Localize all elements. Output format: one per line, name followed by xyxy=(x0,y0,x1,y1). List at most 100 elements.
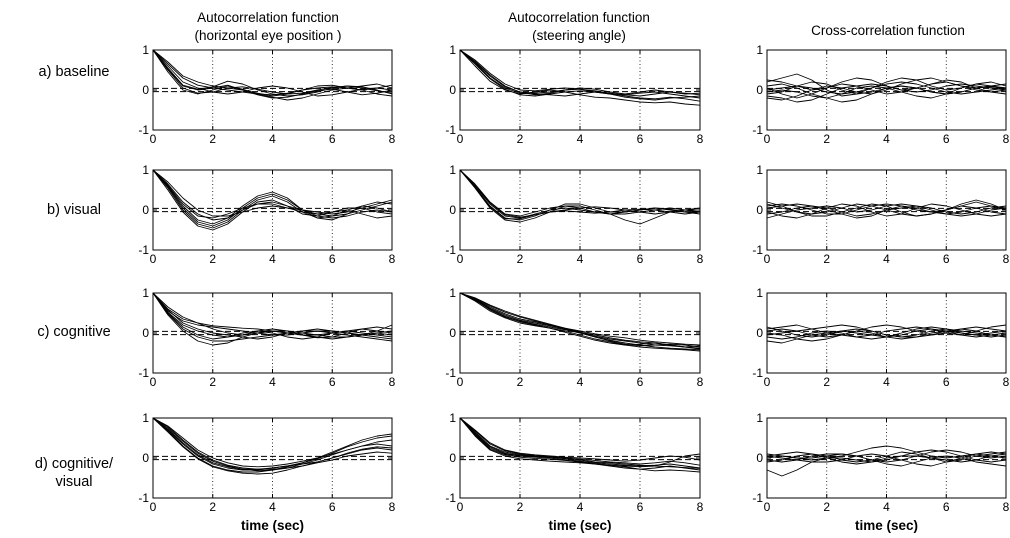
series-line xyxy=(766,203,1007,219)
subplot-panel: 0 2 4 6 8-101 xyxy=(445,43,703,146)
x-tick-label: 4 xyxy=(883,252,890,266)
x-tick-label: 0 xyxy=(150,132,157,146)
y-tick-label: -1 xyxy=(138,123,149,137)
x-tick-label: 4 xyxy=(269,252,276,266)
y-tick-label: 0 xyxy=(449,203,456,217)
row-label: visual xyxy=(55,474,92,490)
x-tick-label: 0 xyxy=(457,132,464,146)
y-tick-label: 1 xyxy=(449,286,456,300)
column-title: Autocorrelation function xyxy=(508,10,650,25)
x-axis-label: time (sec) xyxy=(855,518,918,533)
x-tick-label: 2 xyxy=(517,252,524,266)
x-tick-label: 0 xyxy=(457,252,464,266)
x-tick-label: 2 xyxy=(209,500,216,514)
x-tick-label: 6 xyxy=(637,375,644,389)
y-tick-label: 1 xyxy=(142,411,149,425)
x-tick-label: 8 xyxy=(697,500,704,514)
x-tick-label: 8 xyxy=(1003,375,1010,389)
x-tick-label: 8 xyxy=(1003,132,1010,146)
y-tick-label: 1 xyxy=(756,286,763,300)
y-tick-label: 0 xyxy=(756,326,763,340)
x-tick-label: 4 xyxy=(269,375,276,389)
x-tick-label: 2 xyxy=(517,375,524,389)
x-tick-label: 0 xyxy=(150,500,157,514)
x-tick-label: 4 xyxy=(577,252,584,266)
series-line xyxy=(459,417,701,473)
series-line xyxy=(152,417,393,468)
x-tick-label: 6 xyxy=(637,132,644,146)
x-tick-label: 2 xyxy=(209,252,216,266)
subplot-panel: 0 2 4 6 8-101 xyxy=(752,286,1009,389)
row-label: a) baseline xyxy=(39,64,110,80)
x-tick-label: 2 xyxy=(823,500,830,514)
x-tick-label: 2 xyxy=(823,132,830,146)
x-tick-label: 4 xyxy=(577,132,584,146)
y-tick-label: -1 xyxy=(445,491,456,505)
x-tick-label: 4 xyxy=(577,500,584,514)
series-line xyxy=(152,417,393,470)
y-tick-label: -1 xyxy=(752,491,763,505)
x-tick-label: 0 xyxy=(764,375,771,389)
x-tick-label: 2 xyxy=(823,375,830,389)
series-line xyxy=(152,417,393,475)
y-tick-label: -1 xyxy=(445,123,456,137)
x-tick-label: 6 xyxy=(329,500,336,514)
y-tick-label: -1 xyxy=(752,366,763,380)
x-tick-label: 8 xyxy=(389,375,396,389)
x-tick-label: 6 xyxy=(637,500,644,514)
series-line xyxy=(459,49,701,106)
subplot-panel: 0 2 4 6 8-101 xyxy=(445,163,703,266)
x-tick-label: 8 xyxy=(389,252,396,266)
row-label: b) visual xyxy=(47,202,101,218)
x-tick-label: 8 xyxy=(697,375,704,389)
y-tick-label: 0 xyxy=(756,83,763,97)
x-tick-label: 8 xyxy=(1003,500,1010,514)
y-tick-label: 1 xyxy=(756,163,763,177)
series-line xyxy=(152,169,393,231)
column-title: (horizontal eye position ) xyxy=(194,28,341,43)
series-line xyxy=(152,49,393,97)
x-tick-label: 0 xyxy=(764,500,771,514)
x-tick-label: 0 xyxy=(150,252,157,266)
x-tick-label: 2 xyxy=(209,375,216,389)
y-tick-label: 1 xyxy=(449,43,456,57)
series-line xyxy=(766,203,1007,217)
series-line xyxy=(766,330,1007,342)
y-tick-label: 0 xyxy=(756,451,763,465)
x-tick-label: 4 xyxy=(883,375,890,389)
x-tick-label: 8 xyxy=(697,252,704,266)
row-label: c) cognitive xyxy=(37,324,110,340)
x-tick-label: 4 xyxy=(577,375,584,389)
x-axis-label: time (sec) xyxy=(241,518,304,533)
y-tick-label: 1 xyxy=(756,43,763,57)
x-tick-label: 0 xyxy=(457,375,464,389)
x-tick-label: 8 xyxy=(389,132,396,146)
series-line xyxy=(766,324,1007,338)
series-line xyxy=(766,81,1007,99)
x-tick-label: 2 xyxy=(209,132,216,146)
series-line xyxy=(459,292,701,348)
series-line xyxy=(152,169,393,217)
y-tick-label: 1 xyxy=(142,43,149,57)
series-line xyxy=(766,449,1007,463)
x-tick-label: 2 xyxy=(823,252,830,266)
series-line xyxy=(459,49,701,101)
y-tick-label: -1 xyxy=(445,366,456,380)
y-tick-label: 0 xyxy=(142,451,149,465)
y-tick-label: 0 xyxy=(142,203,149,217)
series-line xyxy=(766,451,1007,465)
series-line xyxy=(152,49,393,96)
axes-frame xyxy=(152,417,393,499)
series-line xyxy=(152,292,393,342)
y-tick-label: 1 xyxy=(142,286,149,300)
subplot-panel: 0 2 4 6 8-101 xyxy=(752,43,1009,146)
x-tick-label: 6 xyxy=(943,375,950,389)
x-tick-label: 2 xyxy=(517,132,524,146)
column-title: (steering angle) xyxy=(532,28,626,43)
column-title: Cross-correlation function xyxy=(811,23,965,38)
series-line xyxy=(152,169,393,221)
series-line xyxy=(459,417,701,462)
x-tick-label: 2 xyxy=(517,500,524,514)
